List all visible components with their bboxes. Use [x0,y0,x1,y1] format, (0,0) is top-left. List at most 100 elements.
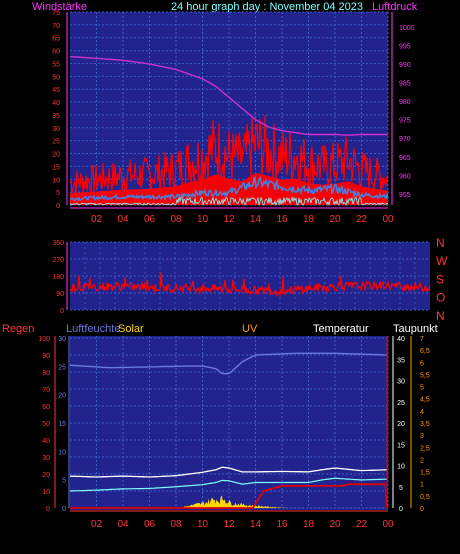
temperature-series [69,466,388,478]
x-tick-label: 08 [170,519,182,530]
y-tick-label: 0 [60,308,64,315]
x-tick-label: 04 [117,214,129,225]
x-tick-label: 16 [276,519,288,530]
wind-gust-series [69,115,389,194]
temperature-tick-label: 20 [397,421,405,428]
temperature-tick-label: 15 [397,442,405,449]
dewpoint-label: Taupunkt [393,323,438,335]
humidity-tick-label: 10 [58,449,66,456]
y2-tick-label: 985 [399,81,411,88]
uv-tick-label: 6,5 [420,348,430,355]
rain-tick-label: 60 [42,404,50,411]
direction-label: N [436,236,445,250]
dewpoint-series [69,477,389,492]
uv-tick-label: 0 [420,506,424,513]
temperature-tick-label: 0 [399,506,403,513]
uv-tick-label: 2,5 [420,445,430,452]
x-tick-label: 02 [91,519,103,530]
x-tick-label: 22 [356,519,368,530]
rain-tick-label: 90 [42,353,50,360]
y-tick-label: 20 [52,152,60,159]
temperature-tick-label: 30 [397,379,405,386]
temperature-tick-label: 25 [397,400,405,407]
x-tick-label: 00 [382,519,394,530]
x-tick-label: 12 [223,519,235,530]
x-tick-label: 20 [329,519,341,530]
x-tick-label: 06 [144,519,156,530]
uv-tick-label: 3 [420,433,424,440]
x-tick-label: 12 [223,214,235,225]
x-tick-label: 14 [250,519,262,530]
direction-label: N [436,309,445,323]
y-tick-label: 40 [52,100,60,107]
humidity-tick-label: 25 [58,364,66,371]
y-tick-label: 90 [56,291,64,298]
y2-tick-label: 995 [399,43,411,50]
x-tick-label: 18 [303,214,315,225]
uv-tick-label: 2 [420,457,424,464]
rain-tick-label: 30 [42,455,50,462]
y-tick-label: 5 [56,190,60,197]
weather-plot-area [70,336,388,510]
y-tick-label: 30 [52,126,60,133]
rain-tick-label: 20 [42,472,50,479]
uv-label: UV [242,323,258,335]
direction-label: S [436,272,444,286]
humidity-series [69,352,389,375]
rain-tick-label: 80 [42,370,50,377]
x-tick-label: 06 [144,214,156,225]
x-tick-label: 10 [197,214,209,225]
y-tick-label: 65 [52,36,60,43]
humidity-tick-label: 5 [62,478,66,485]
rain-tick-label: 70 [42,387,50,394]
y-tick-label: 25 [52,139,60,146]
rain-series [70,483,388,509]
wind-minimum-series [69,195,389,207]
y-tick-label: 75 [52,10,60,17]
x-tick-label: 04 [117,519,129,530]
direction-label: O [436,291,445,305]
header-right-label: Luftdruck [372,1,418,13]
y-tick-label: 180 [52,274,64,281]
rain-tick-label: 10 [42,489,50,496]
x-tick-label: 00 [382,214,394,225]
temperature-tick-label: 40 [397,336,405,343]
x-tick-label: 02 [91,214,103,225]
x-tick-label: 18 [303,519,315,530]
temperature-tick-label: 10 [397,464,405,471]
x-tick-label: 08 [170,214,182,225]
y-tick-label: 55 [52,61,60,68]
wind-direction-series [69,272,431,298]
y-tick-label: 15 [52,164,60,171]
humidity-label: Luftfeuchte [66,323,120,335]
x-tick-label: 20 [329,214,341,225]
direction-label: W [436,254,448,268]
solar-label: Solar [118,323,144,335]
humidity-tick-label: 15 [58,421,66,428]
x-tick-label: 16 [276,214,288,225]
x-tick-label: 22 [356,214,368,225]
uv-tick-label: 6 [420,360,424,367]
y-tick-label: 35 [52,113,60,120]
temperature-label: Temperatur [313,323,369,335]
temperature-tick-label: 35 [397,357,405,364]
humidity-tick-label: 20 [58,393,66,400]
y2-tick-label: 970 [399,136,411,143]
rain-tick-label: 0 [46,506,50,513]
uv-tick-label: 7 [420,336,424,343]
y-tick-label: 360 [52,240,64,247]
y2-tick-label: 965 [399,155,411,162]
uv-tick-label: 1,5 [420,470,430,477]
y-tick-label: 70 [52,23,60,30]
y2-tick-label: 955 [399,192,411,199]
y2-tick-label: 1000 [399,25,415,32]
header-left-label: Windstärke [32,1,87,13]
rain-label: Regen [2,323,34,335]
rain-tick-label: 100 [38,336,50,343]
x-tick-label: 14 [250,214,262,225]
wind-average-series [69,175,389,202]
pressure-series [69,55,388,136]
header-title: 24 hour graph day : November 04 2023 [171,1,363,13]
y-tick-label: 270 [52,257,64,264]
